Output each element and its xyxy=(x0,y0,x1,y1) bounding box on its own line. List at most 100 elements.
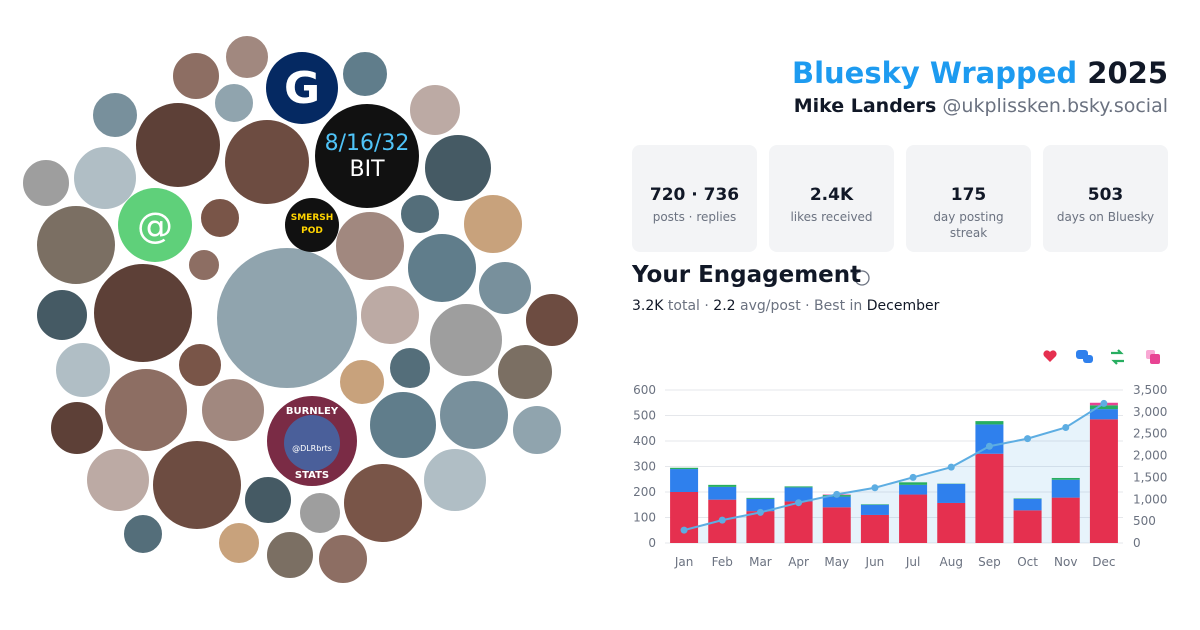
stat-card: 175 day posting streak xyxy=(906,145,1031,252)
avatar xyxy=(200,377,266,443)
summary-part: total · xyxy=(667,298,709,314)
avatar xyxy=(408,83,462,137)
bar-segment xyxy=(975,453,1004,543)
bar-segment xyxy=(746,498,775,512)
avatar xyxy=(315,104,419,208)
avatar-text: BURNLEY xyxy=(286,406,339,417)
avatar xyxy=(338,358,386,406)
stat-card: 503 days on Bluesky xyxy=(1043,145,1168,252)
stat-label: likes received xyxy=(790,210,873,224)
avatar xyxy=(217,521,261,565)
bar-segment xyxy=(937,502,966,543)
y2-tick-label: 2,000 xyxy=(1133,449,1167,463)
avatar-text: G xyxy=(284,63,320,114)
bar-segment xyxy=(1051,497,1080,543)
avatar xyxy=(422,447,488,513)
x-tick-label: Feb xyxy=(712,555,733,569)
avatar xyxy=(103,367,189,453)
avatar xyxy=(265,530,315,580)
x-tick-label: Nov xyxy=(1054,555,1077,569)
x-tick-label: Dec xyxy=(1092,555,1115,569)
x-tick-label: May xyxy=(824,555,849,569)
bar-segment xyxy=(784,486,813,488)
x-tick-label: Oct xyxy=(1017,555,1038,569)
avatar xyxy=(213,82,255,124)
user-handle: @ukplissken.bsky.social xyxy=(942,95,1168,117)
title-brand: Bluesky Wrapped xyxy=(791,56,1078,90)
bar-segment xyxy=(822,496,851,508)
stat-card: 2.4K likes received xyxy=(769,145,894,252)
y2-tick-label: 0 xyxy=(1133,536,1141,550)
avatar xyxy=(359,284,421,346)
stat-label: days on Bluesky xyxy=(1056,210,1155,224)
bar-segment xyxy=(822,507,851,543)
stat-value: 2.4K xyxy=(809,185,854,205)
stat-value: 720 · 736 xyxy=(649,185,740,205)
avatar xyxy=(49,400,105,456)
line-point xyxy=(680,526,688,534)
avatar xyxy=(428,302,504,378)
avatar xyxy=(406,232,478,304)
avatar xyxy=(72,145,138,211)
title: Bluesky Wrapped 2025 xyxy=(792,56,1168,90)
stat-value: 175 xyxy=(950,185,987,205)
bar-segment xyxy=(1089,419,1118,543)
bar-segment xyxy=(784,487,813,502)
avatar xyxy=(187,248,221,282)
x-tick-label: Jul xyxy=(905,555,920,569)
stat-label: day posting streak xyxy=(933,210,1004,240)
avatar xyxy=(118,188,192,262)
y2-tick-label: 2,500 xyxy=(1133,427,1167,441)
bar-segment xyxy=(1013,510,1042,543)
line-point xyxy=(833,490,841,498)
avatar xyxy=(423,133,493,203)
avatar-text: @DLRbrts xyxy=(292,444,332,453)
line-point xyxy=(1062,423,1070,431)
y2-tick-label: 500 xyxy=(1133,514,1156,528)
avatar xyxy=(134,101,222,189)
line-point xyxy=(718,516,726,524)
bar-segment xyxy=(1089,405,1118,410)
bar-segment xyxy=(784,501,813,543)
avatar xyxy=(438,379,510,451)
summary: 3.2K total · 2.2 avg/post · Best in Dece… xyxy=(632,298,939,314)
avatar xyxy=(35,204,117,286)
legend-icon xyxy=(1083,355,1093,363)
summary-part: 2.2 xyxy=(713,298,736,314)
bar-segment xyxy=(708,484,737,487)
bar-segment xyxy=(746,511,775,543)
avatar xyxy=(85,447,151,513)
avatar xyxy=(341,50,389,98)
summary-part: December xyxy=(866,298,940,314)
avatar xyxy=(368,390,438,460)
avatar xyxy=(317,533,369,585)
x-tick-label: Jun xyxy=(865,555,885,569)
avatar-text: @ xyxy=(137,206,173,247)
line-point xyxy=(795,499,803,507)
line-point xyxy=(1100,399,1108,407)
avatar-text: SMERSH xyxy=(291,213,334,223)
bar-segment xyxy=(1013,498,1042,511)
avatar xyxy=(151,439,243,531)
y-tick-label: 200 xyxy=(633,485,656,499)
avatar xyxy=(92,262,194,364)
x-tick-label: Jan xyxy=(674,555,694,569)
line-point xyxy=(909,473,917,481)
legend-icon xyxy=(1111,349,1124,365)
avatar xyxy=(496,343,554,401)
y-tick-label: 600 xyxy=(633,383,656,397)
y-tick-label: 300 xyxy=(633,460,656,474)
y-tick-label: 100 xyxy=(633,511,656,525)
bar-segment xyxy=(1089,409,1118,420)
summary-part: avg/post · Best in xyxy=(740,298,863,314)
x-tick-label: Sep xyxy=(978,555,1001,569)
avatar-text: BIT xyxy=(349,157,385,182)
section-title-text: Your Engagement xyxy=(632,262,862,288)
legend-icon xyxy=(1043,350,1057,362)
avatar xyxy=(199,197,241,239)
avatar xyxy=(21,158,71,208)
user: Mike Landers @ukplissken.bsky.social xyxy=(794,95,1168,117)
bar-segment xyxy=(860,514,889,543)
bar-segment xyxy=(860,504,889,515)
